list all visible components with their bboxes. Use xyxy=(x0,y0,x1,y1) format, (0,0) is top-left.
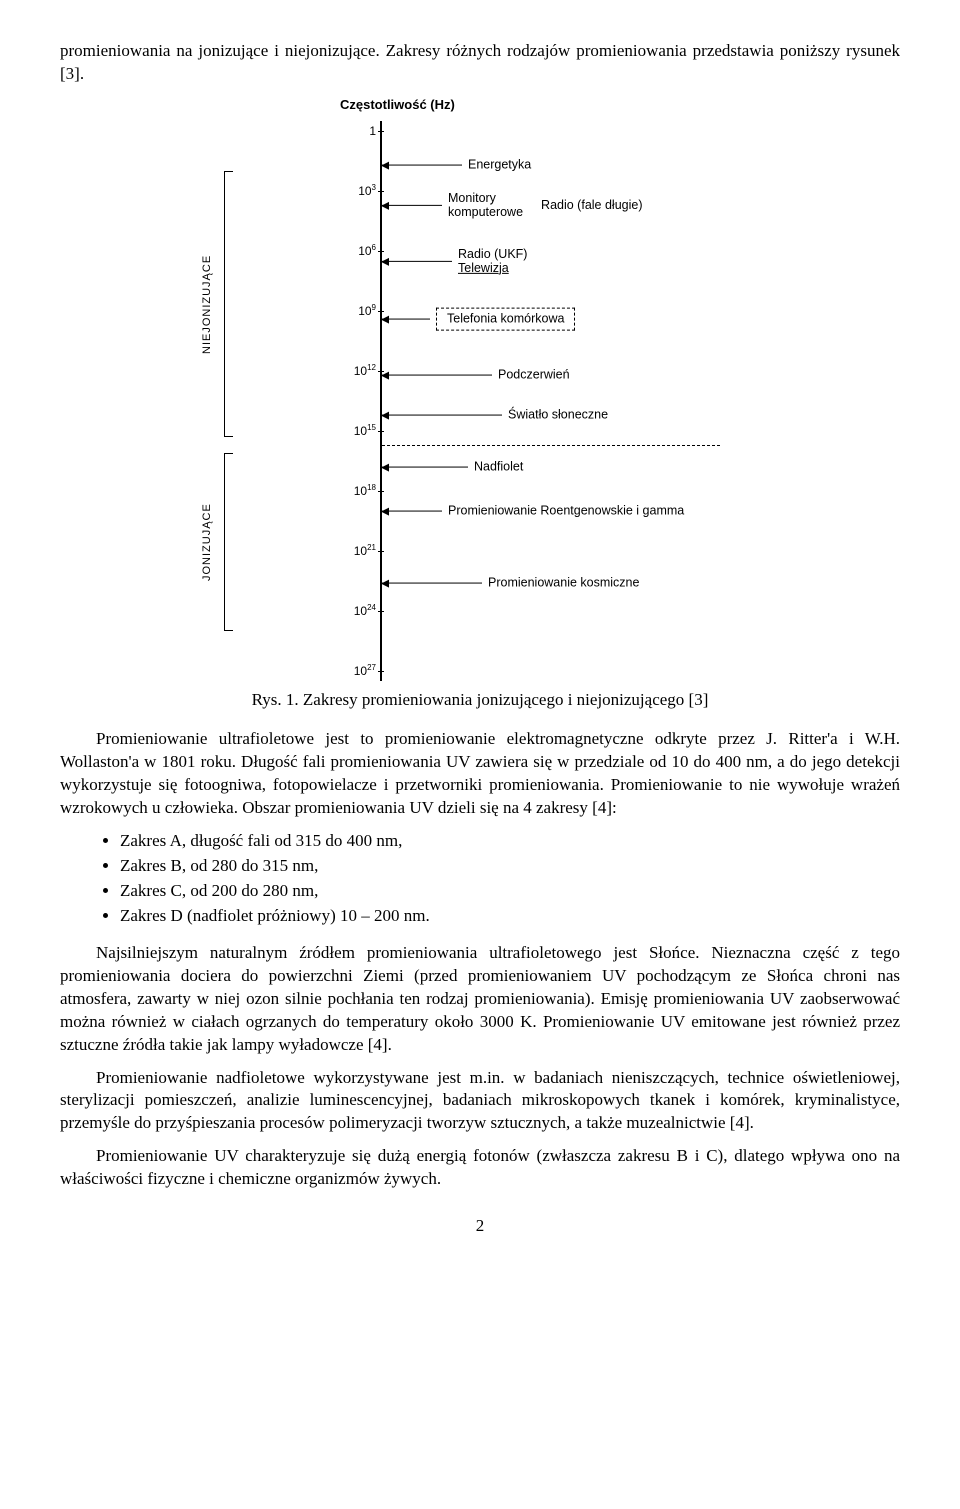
arrow-icon xyxy=(382,165,462,166)
spectrum-item: Energetyka xyxy=(382,157,760,174)
spectrum-item-label: Promieniowanie Roentgenowskie i gamma xyxy=(448,503,684,520)
spectrum-item: Podczerwień xyxy=(382,367,760,384)
list-item: Zakres B, od 280 do 315 nm, xyxy=(120,855,900,878)
frequency-tick-label: 109 xyxy=(340,303,376,319)
spectrum-item: Monitorykomputerowe Radio (fale długie) xyxy=(382,192,760,218)
spectrum-item-label: Radio (fale długie) xyxy=(541,197,642,214)
list-item: Zakres A, długość fali od 315 do 400 nm, xyxy=(120,830,900,853)
spectrum-item-label: Radio (UKF)Telewizja xyxy=(458,248,527,274)
spectrum-item-label: Podczerwień xyxy=(498,367,570,384)
arrow-icon xyxy=(382,511,442,512)
uv-sources-paragraph: Najsilniejszym naturalnym źródłem promie… xyxy=(60,942,900,1057)
uv-applications-paragraph: Promieniowanie nadfioletowe wykorzystywa… xyxy=(60,1067,900,1136)
spectrum-item-label: Telefonia komórkowa xyxy=(436,308,575,331)
spectrum-item: Promieniowanie kosmiczne xyxy=(382,575,760,592)
figure-caption: Rys. 1. Zakresy promieniowania jonizując… xyxy=(60,689,900,712)
frequency-axis-title: Częstotliwość (Hz) xyxy=(340,96,760,114)
frequency-tick-label: 1024 xyxy=(340,603,376,619)
arrow-icon xyxy=(382,467,468,468)
arrow-icon xyxy=(382,205,442,206)
spectrum-item-label: Monitorykomputerowe xyxy=(448,192,523,218)
spectrum-item-label: Promieniowanie kosmiczne xyxy=(488,575,639,592)
page-number: 2 xyxy=(60,1215,900,1238)
spectrum-item: Radio (UKF)Telewizja xyxy=(382,248,760,274)
non-ionizing-label: NIEJONIZUJĄCE xyxy=(200,171,222,437)
arrow-icon xyxy=(382,583,482,584)
uv-description-paragraph: Promieniowanie ultrafioletowe jest to pr… xyxy=(60,728,900,820)
arrow-icon xyxy=(382,261,452,262)
spectrum-item-label: Nadfiolet xyxy=(474,459,523,476)
arrow-icon xyxy=(382,375,492,376)
frequency-tick-label: 103 xyxy=(340,183,376,199)
frequency-tick-label: 1 xyxy=(340,123,376,139)
spectrum-item: Nadfiolet xyxy=(382,459,760,476)
frequency-tick-label: 1021 xyxy=(340,543,376,559)
list-item: Zakres C, od 200 do 280 nm, xyxy=(120,880,900,903)
arrow-icon xyxy=(382,319,430,320)
arrow-icon xyxy=(382,415,502,416)
ionizing-label: JONIZUJĄCE xyxy=(200,453,222,631)
list-item: Zakres D (nadfiolet próżniowy) 10 – 200 … xyxy=(120,905,900,928)
uv-energy-paragraph: Promieniowanie UV charakteryzuje się duż… xyxy=(60,1145,900,1191)
spectrum-diagram: Częstotliwość (Hz) 1 103 106 109 1012 1015 101… xyxy=(200,96,760,682)
spectrum-item: Światło słoneczne xyxy=(382,407,760,424)
frequency-tick-label: 1012 xyxy=(340,363,376,379)
spectrum-item-label: Światło słoneczne xyxy=(508,407,608,424)
intro-paragraph: promieniowania na jonizujące i niejonizu… xyxy=(60,40,900,86)
ionizing-divider xyxy=(382,445,720,446)
spectrum-item: Promieniowanie Roentgenowskie i gamma xyxy=(382,503,760,520)
frequency-tick-label: 1027 xyxy=(340,663,376,679)
spectrum-item-label: Energetyka xyxy=(468,157,531,174)
uv-ranges-list: Zakres A, długość fali od 315 do 400 nm,… xyxy=(60,830,900,928)
frequency-tick-label: 1015 xyxy=(340,423,376,439)
frequency-tick-label: 1018 xyxy=(340,483,376,499)
spectrum-item: Telefonia komórkowa xyxy=(382,308,760,331)
frequency-tick-label: 106 xyxy=(340,243,376,259)
